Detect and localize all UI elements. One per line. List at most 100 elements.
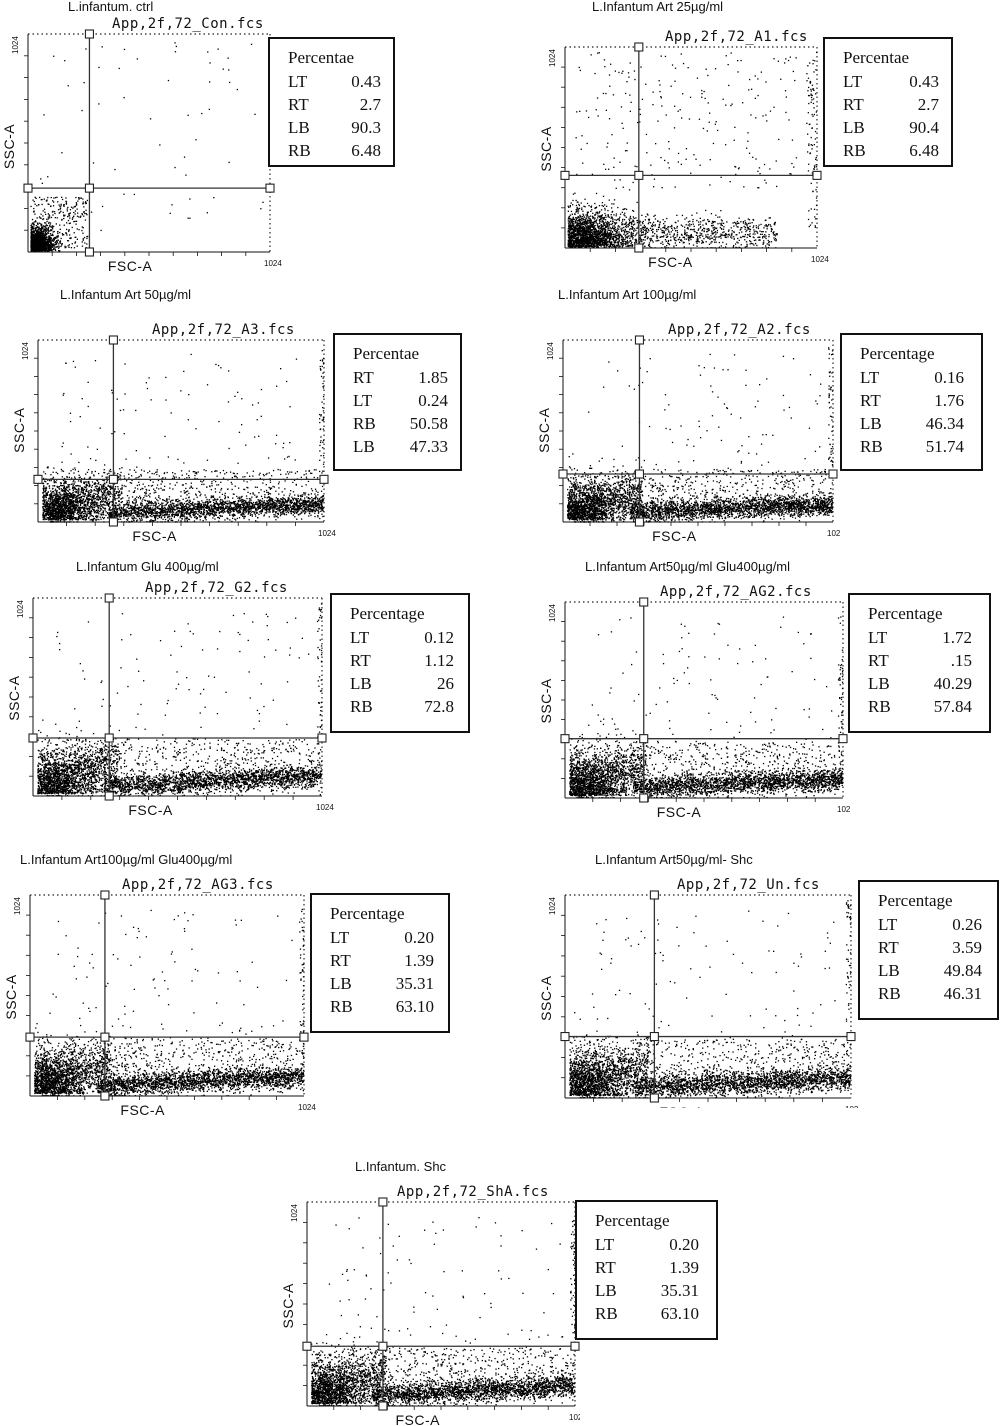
event-dot	[590, 219, 592, 222]
event-dot	[42, 226, 44, 228]
event-dot	[606, 223, 608, 225]
event-dot	[708, 220, 711, 222]
event-dot	[41, 237, 43, 240]
event-dot	[578, 226, 580, 229]
event-dot	[59, 205, 61, 208]
event-dot	[756, 232, 759, 234]
event-dot	[755, 242, 757, 245]
event-dot	[33, 230, 35, 232]
event-dot	[676, 230, 678, 232]
event-dot	[61, 198, 64, 201]
event-dot	[45, 224, 47, 226]
event-dot	[592, 226, 594, 228]
event-dot	[720, 245, 722, 247]
event-dot	[719, 216, 721, 218]
gate-handle[interactable]	[634, 170, 644, 180]
event-dot	[594, 72, 596, 75]
event-dot	[51, 239, 53, 241]
event-dot	[707, 236, 709, 238]
gate-handle[interactable]	[23, 183, 33, 193]
event-dot	[36, 226, 39, 228]
event-dot	[658, 224, 660, 226]
event-dot	[721, 224, 723, 227]
event-dot	[84, 219, 87, 221]
event-dot	[677, 239, 679, 241]
event-dot	[34, 244, 36, 246]
event-dot	[42, 237, 44, 240]
event-dot	[654, 224, 656, 226]
event-dot	[51, 226, 53, 228]
event-dot	[620, 236, 623, 238]
gate-handle[interactable]	[84, 183, 94, 193]
event-dot	[610, 243, 613, 245]
event-dot	[695, 158, 697, 160]
event-dot	[813, 89, 815, 91]
event-dot	[31, 247, 34, 249]
event-dot	[56, 237, 58, 239]
event-dot	[699, 164, 701, 166]
gate-handle[interactable]	[265, 183, 275, 193]
event-dot	[627, 235, 629, 237]
event-dot	[586, 233, 588, 235]
gate-handle[interactable]	[634, 42, 644, 52]
event-dot	[606, 226, 608, 228]
event-dot	[83, 206, 85, 208]
event-dot	[48, 217, 51, 219]
event-dot	[570, 226, 572, 229]
event-dot	[727, 64, 729, 66]
event-dot	[808, 144, 810, 147]
event-dot	[702, 235, 704, 237]
event-dot	[593, 226, 595, 228]
event-dot	[624, 208, 626, 210]
event-dot	[601, 221, 603, 223]
event-dot	[641, 221, 643, 223]
event-dot	[585, 239, 587, 241]
event-dot	[617, 238, 619, 240]
panel-group-title: L.Infantum Art 25µg/ml	[592, 0, 723, 14]
event-dot	[711, 225, 713, 227]
event-dot	[209, 81, 211, 83]
event-dot	[83, 82, 85, 84]
gate-handle[interactable]	[84, 29, 94, 39]
event-dot	[78, 197, 80, 199]
event-dot	[217, 48, 219, 50]
gate-handle[interactable]	[84, 247, 94, 257]
gate-handle[interactable]	[634, 243, 644, 253]
event-dot	[737, 237, 739, 240]
event-dot	[31, 244, 33, 246]
event-dot	[622, 70, 624, 72]
event-dot	[34, 235, 36, 237]
event-dot	[614, 246, 616, 248]
event-dot	[621, 223, 624, 225]
event-dot	[590, 210, 592, 212]
event-dot	[645, 232, 647, 234]
event-dot	[570, 218, 572, 221]
event-dot	[627, 232, 629, 235]
event-dot	[607, 221, 609, 223]
event-dot	[610, 214, 612, 216]
event-dot	[580, 230, 582, 232]
event-dot	[66, 493, 68, 495]
event-dot	[770, 241, 773, 243]
event-dot	[660, 55, 662, 57]
event-dot	[814, 60, 816, 62]
gate-handle[interactable]	[560, 170, 570, 180]
event-dot	[37, 243, 39, 245]
event-dot	[48, 235, 51, 237]
event-dot	[721, 222, 723, 224]
event-dot	[619, 216, 621, 218]
event-dot	[586, 142, 588, 145]
event-dot	[681, 225, 684, 227]
event-dot	[70, 247, 73, 249]
event-dot	[229, 81, 231, 84]
event-dot	[46, 218, 48, 220]
event-dot	[639, 238, 641, 240]
event-dot	[649, 222, 652, 224]
event-dot	[748, 222, 750, 225]
event-dot	[577, 212, 579, 214]
gate-handle[interactable]	[812, 170, 822, 180]
event-dot	[650, 225, 653, 227]
event-dot	[36, 217, 38, 219]
event-dot	[688, 236, 690, 238]
event-dot	[633, 242, 636, 244]
